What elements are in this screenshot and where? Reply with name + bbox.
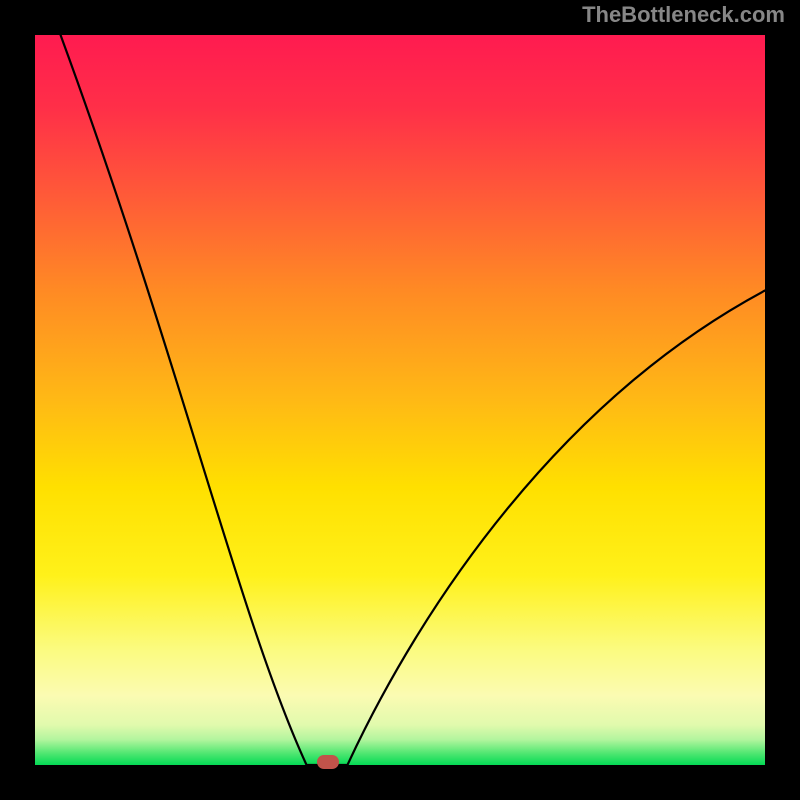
watermark-label: TheBottleneck.com: [582, 2, 785, 28]
bottleneck-chart-frame: TheBottleneck.com: [0, 0, 800, 800]
plot-area: [35, 35, 765, 765]
bottleneck-curve: [35, 35, 765, 765]
optimum-marker: [317, 755, 339, 769]
